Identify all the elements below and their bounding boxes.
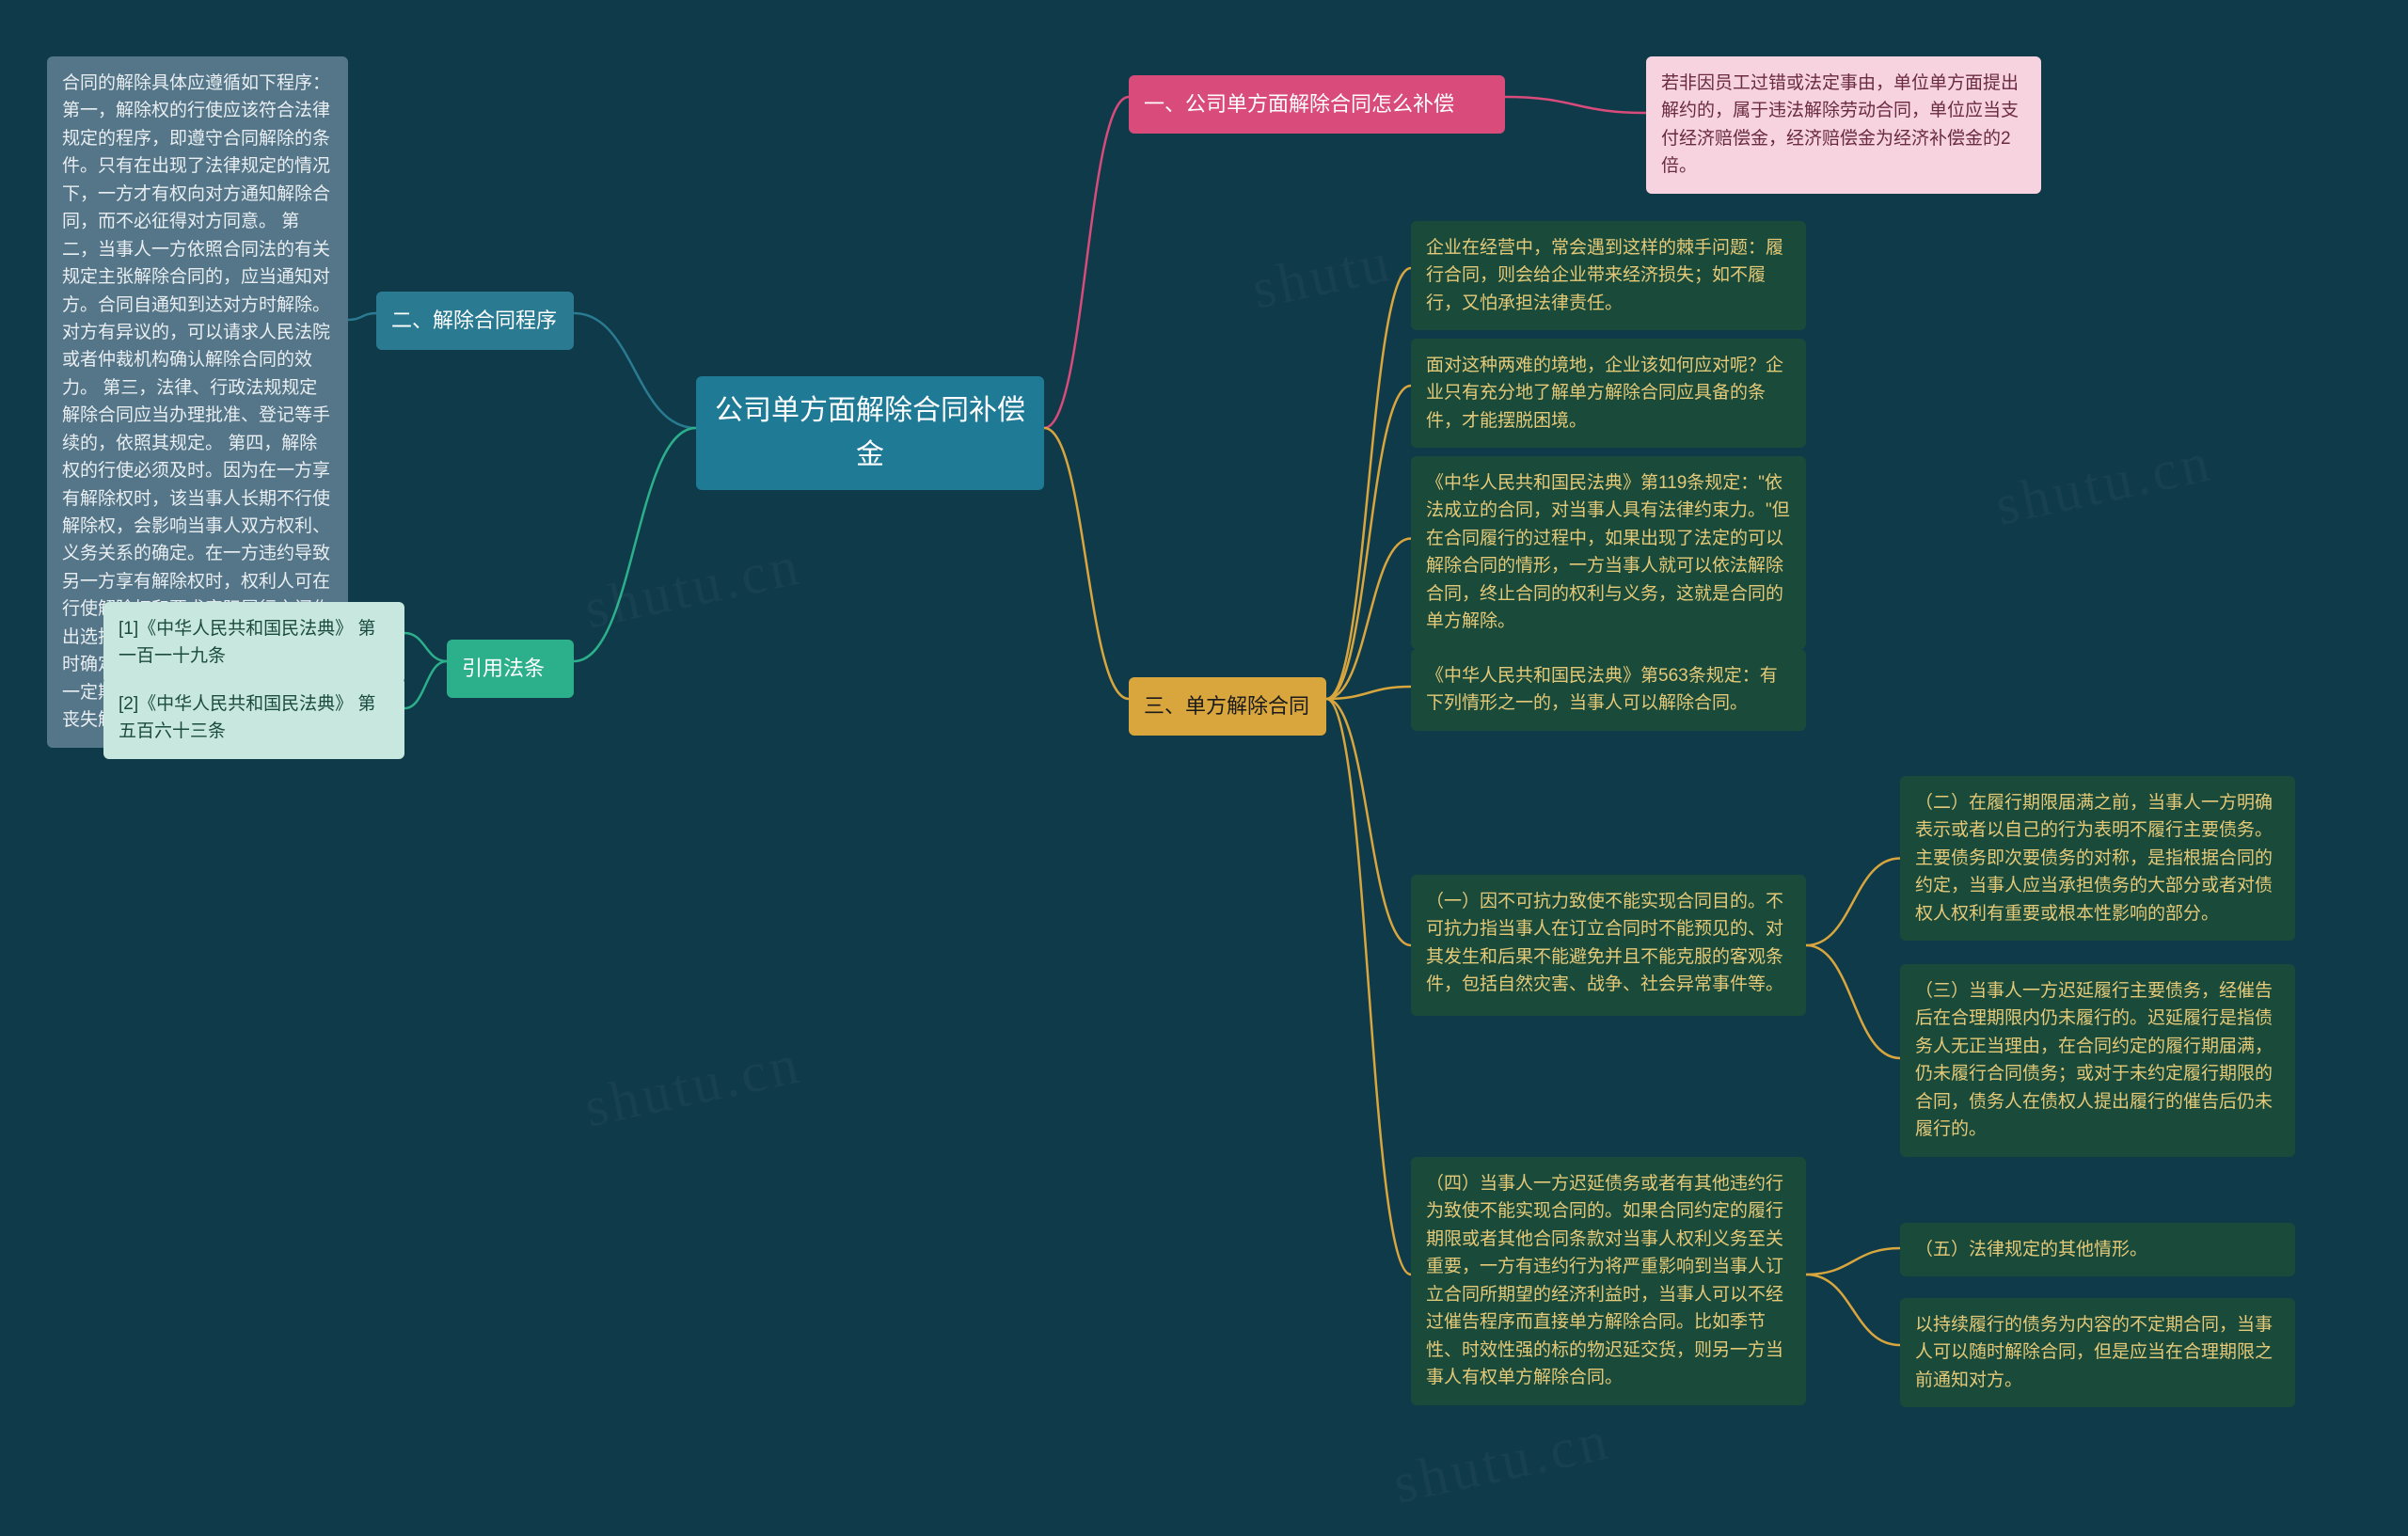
leaf-unilateral-f-child-5[interactable]: （五）法律规定的其他情形。 [1900,1223,2295,1276]
leaf-unilateral-e-child-2[interactable]: （二）在履行期限届满之前，当事人一方明确表示或者以自己的行为表明不履行主要债务。… [1900,776,2295,941]
leaf-unilateral-a[interactable]: 企业在经营中，常会遇到这样的棘手问题：履行合同，则会给企业带来经济损失；如不履行… [1411,221,1806,330]
leaf-unilateral-d[interactable]: 《中华人民共和国民法典》第563条规定：有下列情形之一的，当事人可以解除合同。 [1411,649,1806,731]
leaf-unilateral-e[interactable]: （一）因不可抗力致使不能实现合同目的。不可抗力指当事人在订立合同时不能预见的、对… [1411,875,1806,1016]
branch-compensation[interactable]: 一、公司单方面解除合同怎么补偿 [1129,75,1505,134]
leaf-unilateral-f-child-6[interactable]: 以持续履行的债务为内容的不定期合同，当事人可以随时解除合同，但是应当在合理期限之… [1900,1298,2295,1407]
branch-procedure[interactable]: 二、解除合同程序 [376,292,574,350]
branch-cited-law[interactable]: 引用法条 [447,640,574,698]
leaf-unilateral-f[interactable]: （四）当事人一方迟延债务或者有其他违约行为致使不能实现合同的。如果合同约定的履行… [1411,1157,1806,1405]
leaf-unilateral-b[interactable]: 面对这种两难的境地，企业该如何应对呢？企业只有充分地了解单方解除合同应具备的条件… [1411,339,1806,448]
leaf-unilateral-e-child-3[interactable]: （三）当事人一方迟延履行主要债务，经催告后在合理期限内仍未履行的。迟延履行是指债… [1900,964,2295,1157]
root-node[interactable]: 公司单方面解除合同补偿金 [696,376,1044,490]
leaf-law-ref-2[interactable]: [2]《中华人民共和国民法典》 第五百六十三条 [103,677,404,759]
leaf-unilateral-c[interactable]: 《中华人民共和国民法典》第119条规定："依法成立的合同，对当事人具有法律约束力… [1411,456,1806,649]
branch-unilateral-termination[interactable]: 三、单方解除合同 [1129,677,1326,736]
leaf-compensation-rule[interactable]: 若非因员工过错或法定事由，单位单方面提出解约的，属于违法解除劳动合同，单位应当支… [1646,56,2041,194]
leaf-law-ref-1[interactable]: [1]《中华人民共和国民法典》 第一百一十九条 [103,602,404,684]
